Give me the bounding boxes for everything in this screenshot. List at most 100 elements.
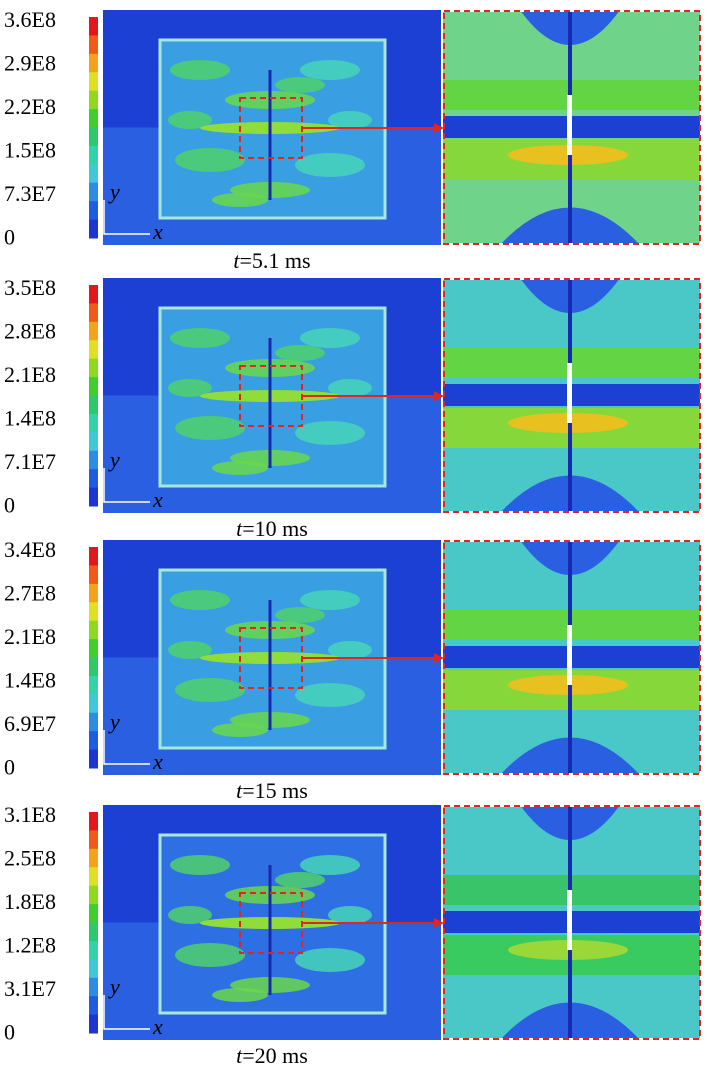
scale-label: 3.1E8 xyxy=(4,802,56,827)
scale-label: 3.4E8 xyxy=(4,537,56,562)
colorbar-segment xyxy=(89,602,98,622)
colorbar-segment xyxy=(89,145,98,165)
colorbar-segment xyxy=(89,72,98,92)
contour-blob xyxy=(168,111,212,129)
colorbar-segment xyxy=(89,867,98,887)
inset-frame xyxy=(443,805,701,1040)
colorbar-segment xyxy=(89,182,98,202)
colorbar-segment xyxy=(89,469,98,489)
crack-gap xyxy=(567,625,572,685)
contour-blob xyxy=(168,641,212,659)
colorbar-segment xyxy=(89,201,98,221)
colorbar-segment xyxy=(89,657,98,677)
scale-label: 7.1E7 xyxy=(4,449,56,474)
scale-label: 1.4E8 xyxy=(4,406,56,431)
contour-blob xyxy=(175,678,245,702)
contour-inset xyxy=(443,280,700,511)
scale-label: 2.9E8 xyxy=(4,51,56,76)
colorbar-segment xyxy=(89,358,98,378)
axis-y-label: y xyxy=(108,974,120,999)
colorbar-segment xyxy=(89,413,98,433)
contour-blob xyxy=(170,328,230,348)
contour-blob xyxy=(175,416,245,440)
colorbar-segment xyxy=(89,450,98,470)
scale-label: 2.2E8 xyxy=(4,94,56,119)
colorbar-segment xyxy=(89,922,98,942)
scale-label: 6.9E7 xyxy=(4,711,56,736)
arrow-head xyxy=(434,123,444,133)
colorbar-segment xyxy=(89,620,98,640)
contour-blob xyxy=(170,855,230,875)
contour-main xyxy=(103,805,441,1040)
inset-frame xyxy=(443,540,701,775)
contour-blob xyxy=(275,345,325,361)
scale-label: 2.8E8 xyxy=(4,319,56,344)
axis-x-label: x xyxy=(152,219,163,244)
colorbar-segment xyxy=(89,583,98,603)
contour-blob xyxy=(328,641,372,659)
axis-triad xyxy=(103,995,150,1030)
contour-blob xyxy=(300,590,360,610)
arrow-head xyxy=(434,653,444,663)
colorbar-segment xyxy=(89,904,98,923)
colorbar-segment xyxy=(89,340,98,360)
axis-triad xyxy=(103,200,150,235)
colorbar-segment xyxy=(89,830,98,850)
scale-label: 1.4E8 xyxy=(4,668,56,693)
caption-rest: =20 ms xyxy=(242,1043,308,1068)
scale-label: 1.5E8 xyxy=(4,138,56,163)
contour-blob xyxy=(212,193,268,207)
scale-label: 7.3E7 xyxy=(4,181,56,206)
axis-y-label: y xyxy=(108,709,120,734)
colorbar-segment xyxy=(89,35,98,55)
caption-rest: =15 ms xyxy=(242,778,308,803)
colorbar-segment xyxy=(89,109,98,128)
scale-label: 3.6E8 xyxy=(4,7,56,32)
caption: t=15 ms xyxy=(236,778,308,803)
contour-blob xyxy=(170,590,230,610)
contour-blob xyxy=(170,60,230,80)
colorbar-segment xyxy=(89,303,98,323)
caption-rest: =10 ms xyxy=(242,516,308,541)
caption-var: t xyxy=(233,248,240,273)
contour-blob xyxy=(328,111,372,129)
colorbar-segment xyxy=(89,219,98,239)
contour-blob xyxy=(300,60,360,80)
contour-inset xyxy=(443,807,700,1038)
inset-frame xyxy=(443,278,701,513)
colorbar-segment xyxy=(89,377,98,396)
caption: t=20 ms xyxy=(236,1043,308,1068)
colorbar-segment xyxy=(89,977,98,997)
colorbar-segment xyxy=(89,712,98,732)
colorbar-segment xyxy=(89,285,98,304)
colorbar-segment xyxy=(89,812,98,831)
contour-inset xyxy=(443,542,700,773)
contour-inset xyxy=(443,12,700,243)
colorbar-segment xyxy=(89,731,98,751)
crack-gap xyxy=(567,363,572,423)
axis-x-label: x xyxy=(152,487,163,512)
colorbar-segment xyxy=(89,694,98,714)
caption-var: t xyxy=(236,778,243,803)
colorbar-segment xyxy=(89,639,98,658)
contour-blob xyxy=(295,948,365,972)
colorbar-segment xyxy=(89,17,98,36)
axis-triad xyxy=(103,468,150,503)
colorbar-segment xyxy=(89,940,98,960)
colorbar-segment xyxy=(89,848,98,868)
scale-label: 0 xyxy=(4,225,15,250)
scale-label: 0 xyxy=(4,1020,15,1045)
contour-blob xyxy=(212,723,268,737)
colorbar-segment xyxy=(89,565,98,585)
crack-gap xyxy=(567,890,572,950)
colorbar-segment xyxy=(89,321,98,341)
caption-var: t xyxy=(236,1043,243,1068)
colorbar-segment xyxy=(89,996,98,1016)
colorbar-segment xyxy=(89,547,98,566)
contour-blob xyxy=(212,988,268,1002)
axis-x-label: x xyxy=(152,1014,163,1039)
contour-blob xyxy=(300,328,360,348)
colorbar-segment xyxy=(89,90,98,110)
arrow-head xyxy=(434,391,444,401)
